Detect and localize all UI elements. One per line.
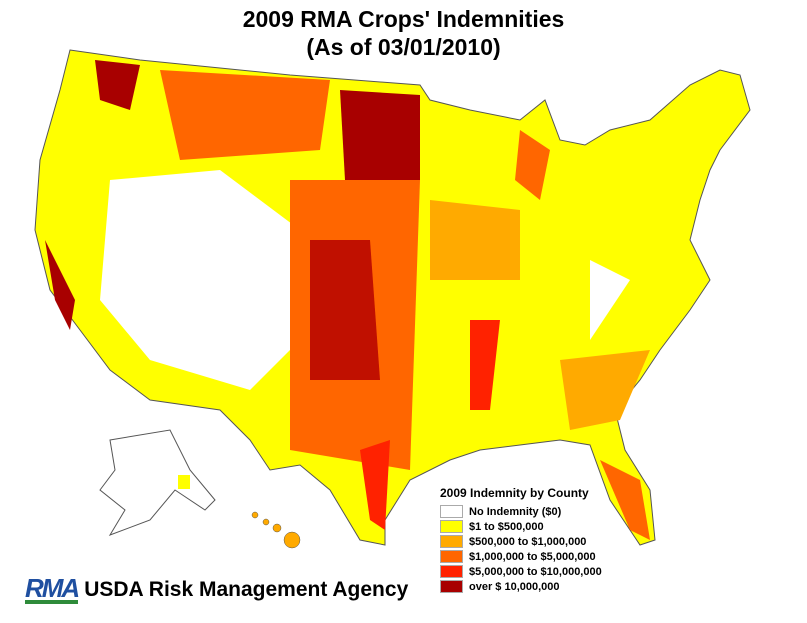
legend-item: $1,000,000 to $5,000,000 [440, 549, 602, 564]
legend-swatch [440, 520, 463, 533]
region-southeast [560, 350, 650, 430]
legend-label: No Indemnity ($0) [469, 505, 562, 518]
legend-label: $1 to $500,000 [469, 520, 544, 533]
region-idaho [95, 60, 140, 110]
legend-swatch [440, 535, 463, 548]
region-northern-plains [340, 90, 420, 180]
region-michigan [515, 130, 550, 200]
alaska [99, 429, 216, 536]
map-legend: 2009 Indemnity by County No Indemnity ($… [440, 486, 602, 594]
region-appalachia [590, 260, 630, 340]
map-subtitle: (As of 03/01/2010) [306, 34, 501, 60]
legend-swatch [440, 565, 463, 578]
region-delta [470, 320, 500, 410]
legend-item: $1 to $500,000 [440, 519, 602, 534]
legend-label: $500,000 to $1,000,000 [469, 535, 587, 548]
legend-label: $5,000,000 to $10,000,000 [469, 565, 602, 578]
legend-item: $5,000,000 to $10,000,000 [440, 564, 602, 579]
rma-logo: RMA USDA Risk Management Agency [25, 573, 409, 604]
legend-swatch [440, 505, 463, 518]
legend-item: over $ 10,000,000 [440, 579, 602, 594]
region-no-indemnity-west [100, 170, 300, 390]
region-montana [160, 70, 330, 160]
alaska-indemnity-area [178, 475, 190, 489]
region-texas-plains [310, 240, 380, 380]
legend-label: $1,000,000 to $5,000,000 [469, 550, 596, 563]
legend-swatch [440, 580, 463, 593]
legend-item: No Indemnity ($0) [440, 504, 602, 519]
legend-swatch [440, 550, 463, 563]
rma-logo-mark: RMA [25, 573, 80, 604]
legend-label: over $ 10,000,000 [469, 580, 560, 593]
legend-item: $500,000 to $1,000,000 [440, 534, 602, 549]
indemnity-regions [45, 60, 650, 540]
region-california [45, 240, 75, 330]
map-title: 2009 RMA Crops' Indemnities [242, 6, 565, 32]
legend-title: 2009 Indemnity by County [440, 486, 589, 500]
region-corn-belt [430, 200, 520, 280]
hawaii [251, 511, 301, 549]
region-florida [600, 460, 650, 540]
region-texas-coast [360, 440, 390, 530]
agency-name: USDA Risk Management Agency [84, 578, 409, 601]
